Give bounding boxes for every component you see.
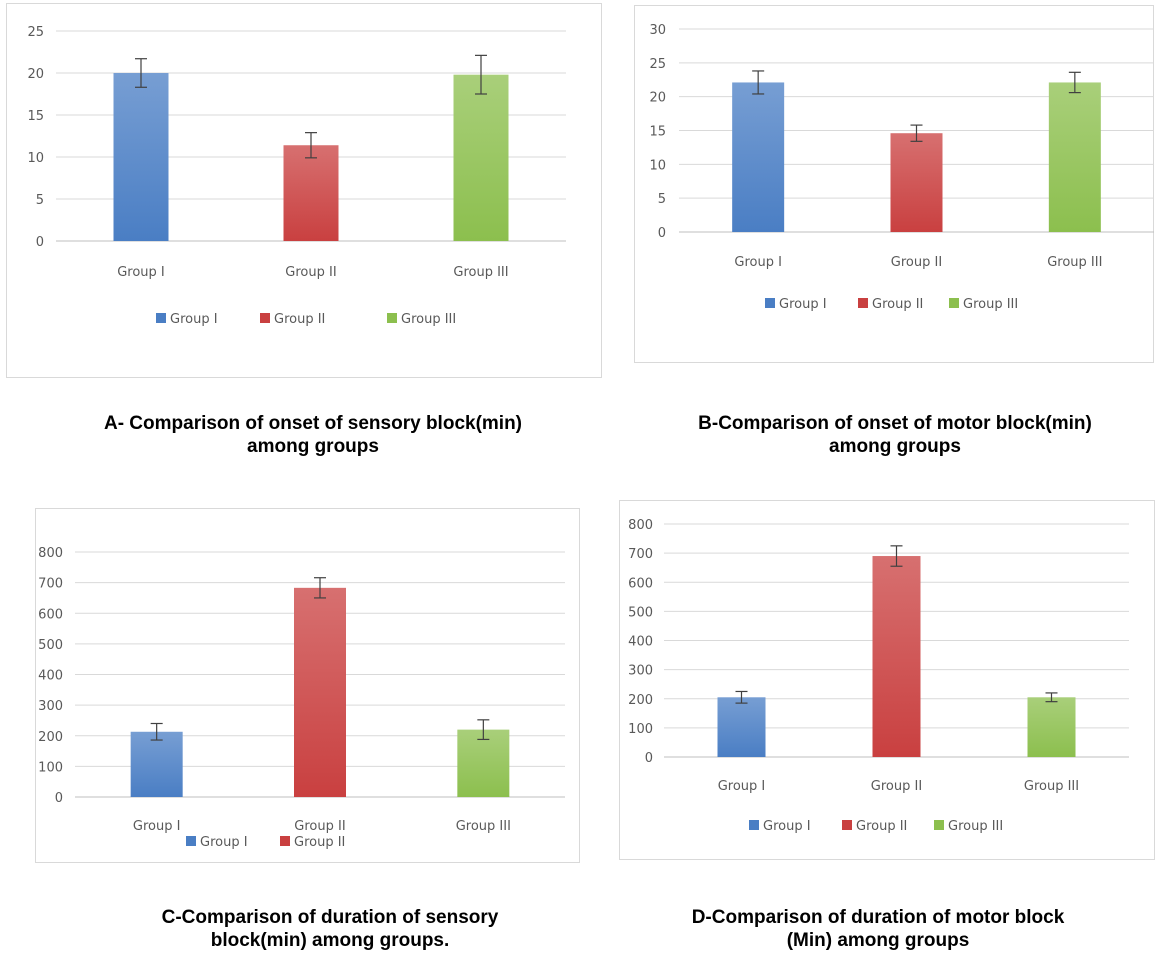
y-tick-label: 10 — [27, 151, 44, 166]
category-label: Group III — [453, 265, 508, 280]
y-tick-label: 300 — [38, 699, 63, 714]
legend-swatch — [156, 313, 166, 323]
y-tick-label: 400 — [628, 635, 653, 650]
y-tick-label: 700 — [628, 547, 653, 562]
legend-swatch — [934, 820, 944, 830]
caption-b: B-Comparison of onset of motor block(min… — [634, 412, 1156, 458]
category-label: Group II — [285, 265, 336, 280]
y-tick-label: 20 — [27, 67, 44, 82]
y-tick-label: 400 — [38, 669, 63, 684]
legend-label: Group I — [200, 835, 248, 850]
legend-label: Group I — [763, 819, 811, 834]
y-tick-label: 25 — [649, 57, 666, 72]
y-tick-label: 15 — [27, 109, 44, 124]
category-label: Group III — [1024, 779, 1079, 794]
y-tick-label: 200 — [628, 693, 653, 708]
legend-label: Group I — [170, 312, 218, 327]
caption-d: D-Comparison of duration of motor block … — [600, 906, 1156, 952]
chart-a-svg: 0 5 10 15 20 25 Group I Group II Group III Group … — [6, 3, 602, 378]
y-tick-label: 800 — [38, 546, 63, 561]
category-label: Group III — [1047, 255, 1102, 270]
y-tick-label: 700 — [38, 577, 63, 592]
legend-swatch — [949, 298, 959, 308]
y-tick-label: 0 — [55, 791, 63, 806]
bar — [294, 587, 346, 797]
y-tick-label: 5 — [36, 193, 44, 208]
y-tick-label: 100 — [628, 722, 653, 737]
category-label: Group II — [891, 255, 942, 270]
caption-c-line-2: block(min) among groups. — [210, 930, 450, 951]
caption-a-line-2: among groups — [247, 436, 379, 457]
caption-d-line-2: (Min) among groups — [786, 930, 970, 951]
y-tick-label: 15 — [649, 125, 666, 140]
bar — [1027, 697, 1076, 757]
legend-swatch — [186, 836, 196, 846]
caption-d-line-1: D-Comparison of duration of motor block — [691, 907, 1065, 928]
legend-swatch — [858, 298, 868, 308]
category-label: Group II — [871, 779, 922, 794]
legend-label: Group III — [401, 312, 456, 327]
y-tick-label: 5 — [658, 192, 666, 207]
legend-label: Group III — [948, 819, 1003, 834]
chart-a: 0 5 10 15 20 25 Group I Group II Group III Group … — [6, 3, 602, 378]
legend-swatch — [842, 820, 852, 830]
y-tick-label: 800 — [628, 518, 653, 533]
bar — [890, 133, 943, 232]
chart-b-svg: 0 5 10 15 20 25 30 Group I Group II Group III Grou… — [634, 5, 1154, 363]
y-tick-label: 25 — [27, 25, 44, 40]
y-tick-label: 500 — [38, 638, 63, 653]
chart-c-svg: 0 100 200 300 400 500 600 700 800 Group I Group II… — [35, 508, 580, 863]
y-tick-label: 500 — [628, 605, 653, 620]
bar — [457, 729, 510, 797]
y-tick-label: 20 — [649, 91, 666, 106]
caption-b-line-1: B-Comparison of onset of motor block(min… — [698, 413, 1092, 434]
bar — [732, 82, 785, 232]
bar — [283, 145, 339, 241]
category-label: Group I — [117, 265, 165, 280]
legend-label: Group II — [872, 297, 923, 312]
y-tick-label: 0 — [658, 226, 666, 241]
caption-c: C-Comparison of duration of sensory bloc… — [20, 906, 640, 952]
bar — [717, 697, 766, 757]
caption-a: A- Comparison of onset of sensory block(… — [0, 412, 626, 458]
legend-swatch — [260, 313, 270, 323]
category-label: Group I — [133, 819, 181, 834]
y-tick-label: 300 — [628, 664, 653, 679]
category-label: Group I — [734, 255, 782, 270]
legend-label: Group II — [274, 312, 325, 327]
chart-c: 0 100 200 300 400 500 600 700 800 Group I Group II… — [35, 508, 580, 863]
caption-c-line-1: C-Comparison of duration of sensory — [161, 907, 499, 928]
legend-swatch — [280, 836, 290, 846]
legend-label: Group III — [963, 297, 1018, 312]
bar — [130, 731, 183, 797]
legend-swatch — [387, 313, 397, 323]
chart-b: 0 5 10 15 20 25 30 Group I Group II Group III Grou… — [634, 5, 1154, 363]
legend-swatch — [749, 820, 759, 830]
category-label: Group I — [718, 779, 766, 794]
caption-a-line-1: A- Comparison of onset of sensory block(… — [103, 413, 523, 434]
y-tick-label: 0 — [645, 751, 653, 766]
chart-d-svg: 0 100 200 300 400 500 600 700 800 Group I Group II… — [619, 500, 1155, 860]
y-tick-label: 600 — [628, 576, 653, 591]
y-tick-label: 10 — [649, 158, 666, 173]
caption-b-line-2: among groups — [829, 436, 961, 457]
bar — [453, 74, 509, 242]
y-tick-label: 0 — [36, 235, 44, 250]
legend-swatch — [765, 298, 775, 308]
legend-label: Group I — [779, 297, 827, 312]
bar — [1048, 82, 1101, 232]
bar — [872, 556, 921, 757]
legend-label: Group II — [294, 835, 345, 850]
category-label: Group III — [456, 819, 511, 834]
y-tick-label: 100 — [38, 760, 63, 775]
bar — [113, 73, 169, 241]
y-tick-label: 200 — [38, 730, 63, 745]
category-label: Group II — [294, 819, 345, 834]
chart-d: 0 100 200 300 400 500 600 700 800 Group I Group II… — [619, 500, 1155, 860]
legend-label: Group II — [856, 819, 907, 834]
y-tick-label: 600 — [38, 607, 63, 622]
y-tick-label: 30 — [649, 23, 666, 38]
